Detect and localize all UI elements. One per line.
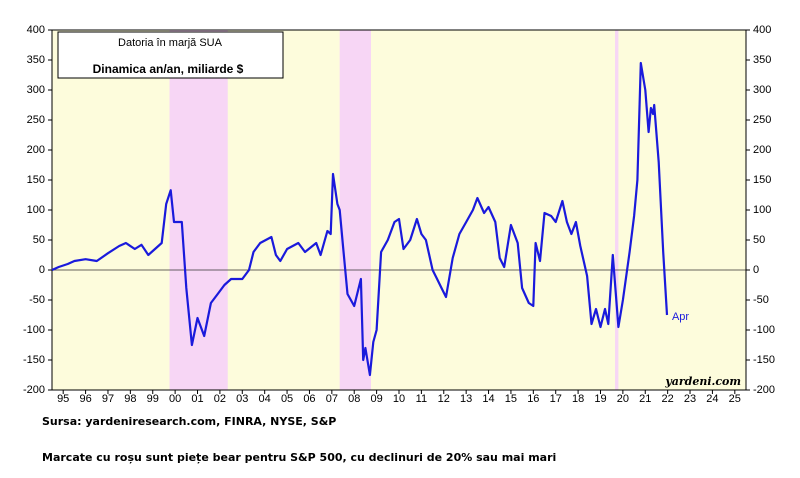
x-tick-label: 13 xyxy=(460,393,472,405)
x-tick-label: 07 xyxy=(326,393,338,405)
x-tick-label: 96 xyxy=(79,393,91,405)
end-annotation: Apr xyxy=(672,311,689,323)
chart-subtitle: Dinamica an/an, miliarde $ xyxy=(93,62,244,76)
y2-tick-label: 50 xyxy=(753,234,765,246)
bear-market-band xyxy=(339,30,372,390)
y-tick-label: -150 xyxy=(23,354,45,366)
x-tick-label: 25 xyxy=(729,393,741,405)
y-tick-label: 150 xyxy=(27,174,45,186)
x-tick-label: 18 xyxy=(572,393,584,405)
x-tick-label: 04 xyxy=(259,393,271,405)
watermark: yardeni.com xyxy=(664,375,741,388)
y2-tick-label: 350 xyxy=(753,54,771,66)
x-tick-label: 24 xyxy=(706,393,718,405)
x-tick-label: 23 xyxy=(684,393,696,405)
x-tick-label: 20 xyxy=(617,393,629,405)
y2-tick-label: 400 xyxy=(753,24,771,36)
x-tick-label: 22 xyxy=(662,393,674,405)
chart-title: Datoria în marjă SUA xyxy=(118,37,223,49)
y2-tick-label: -50 xyxy=(753,294,769,306)
x-tick-label: 06 xyxy=(303,393,315,405)
y-tick-label: -100 xyxy=(23,324,45,336)
y-tick-label: 50 xyxy=(33,234,45,246)
x-tick-label: 16 xyxy=(527,393,539,405)
x-tick-label: 19 xyxy=(594,393,606,405)
caption-note: Marcate cu roșu sunt piețe bear pentru S… xyxy=(42,451,556,464)
x-tick-label: 01 xyxy=(191,393,203,405)
x-tick-label: 99 xyxy=(147,393,159,405)
x-tick-label: 21 xyxy=(639,393,651,405)
x-tick-label: 11 xyxy=(416,393,427,405)
y-tick-label: -200 xyxy=(23,384,45,396)
x-tick-label: 05 xyxy=(281,393,293,405)
plot-area xyxy=(48,29,750,394)
x-tick-label: 12 xyxy=(438,393,450,405)
y-tick-label: 400 xyxy=(27,24,45,36)
x-tick-label: 00 xyxy=(169,393,181,405)
x-tick-label: 09 xyxy=(370,393,382,405)
y-tick-label: 250 xyxy=(27,114,45,126)
x-tick-label: 98 xyxy=(124,393,136,405)
x-tick-label: 03 xyxy=(236,393,248,405)
y2-tick-label: -100 xyxy=(753,324,775,336)
x-tick-label: 97 xyxy=(102,393,114,405)
y2-tick-label: -200 xyxy=(753,384,775,396)
data-line xyxy=(51,61,669,377)
x-tick-label: 14 xyxy=(482,393,494,405)
bear-market-band xyxy=(615,30,619,390)
x-tick-label: 17 xyxy=(550,393,562,405)
x-tick-label: 10 xyxy=(393,393,405,405)
y2-tick-label: 100 xyxy=(753,204,771,216)
y-tick-label: 0 xyxy=(39,264,45,276)
y2-tick-label: 150 xyxy=(753,174,771,186)
plot-background xyxy=(52,30,746,390)
y-tick-label: -50 xyxy=(29,294,45,306)
y-tick-label: 200 xyxy=(27,144,45,156)
y-tick-label: 100 xyxy=(27,204,45,216)
y2-tick-label: 250 xyxy=(753,114,771,126)
y2-tick-label: 200 xyxy=(753,144,771,156)
y2-tick-label: 0 xyxy=(753,264,759,276)
bear-market-band xyxy=(169,30,228,390)
y2-tick-label: -150 xyxy=(753,354,775,366)
x-tick-label: 02 xyxy=(214,393,226,405)
y-tick-label: 300 xyxy=(27,84,45,96)
source-note: Sursa: yardeniresearch.com, FINRA, NYSE,… xyxy=(42,415,336,428)
x-tick-label: 08 xyxy=(348,393,360,405)
legend-box xyxy=(57,31,284,79)
x-tick-label: 95 xyxy=(57,393,69,405)
plot-frame xyxy=(51,29,747,391)
y2-tick-label: 300 xyxy=(753,84,771,96)
y-tick-label: 350 xyxy=(27,54,45,66)
x-tick-label: 15 xyxy=(505,393,517,405)
